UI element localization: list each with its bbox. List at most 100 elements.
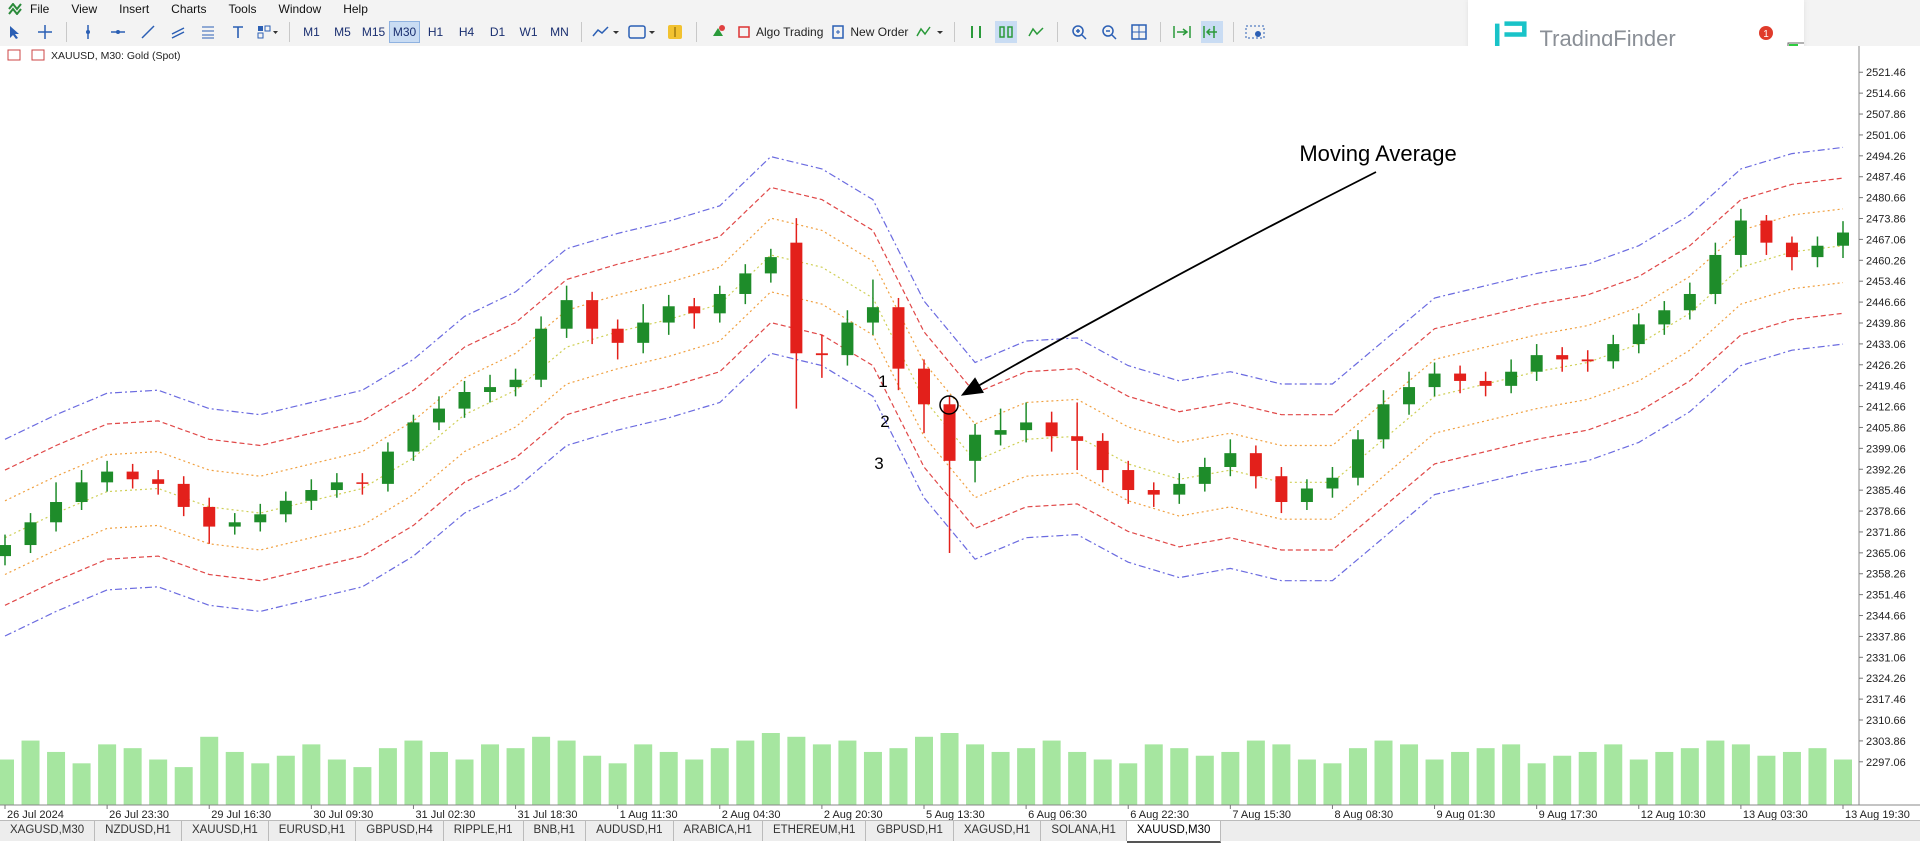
candles-view[interactable] <box>995 21 1018 43</box>
candle-body <box>484 387 497 393</box>
symbol-label: XAUUSD, M30: Gold (Spot) <box>51 50 181 62</box>
volume-bar <box>302 744 321 805</box>
chart-tab[interactable]: ARABICA,H1 <box>674 821 763 841</box>
cursor-tool[interactable] <box>4 21 26 43</box>
bars-view[interactable] <box>965 21 987 43</box>
chart-tab[interactable]: ETHEREUM,H1 <box>763 821 867 841</box>
candle-body <box>50 502 63 523</box>
trendline-tool[interactable] <box>137 21 159 43</box>
chart-type[interactable] <box>592 21 620 43</box>
fibo-tool[interactable] <box>197 21 219 43</box>
app-icon <box>8 3 22 15</box>
candle-body <box>24 522 37 546</box>
candle-body <box>1275 476 1288 503</box>
indicators[interactable] <box>916 21 944 43</box>
candle-body <box>688 306 701 314</box>
candle-body <box>586 300 599 329</box>
chart-tab[interactable]: NZDUSD,H1 <box>95 821 182 841</box>
timeframe-button[interactable]: M5 <box>334 25 351 39</box>
volume-bar <box>225 751 244 805</box>
chart-tab[interactable]: RIPPLE,H1 <box>444 821 524 841</box>
timeframe-button[interactable]: D1 <box>489 25 506 39</box>
timeframe-button[interactable]: M1 <box>303 25 320 39</box>
candle-body <box>101 471 114 483</box>
timeframe-button[interactable]: H1 <box>427 25 444 39</box>
y-tick-label: 2439.86 <box>1866 318 1906 330</box>
volume-bar <box>0 759 14 805</box>
volume-bar <box>1808 748 1827 805</box>
autoscroll[interactable] <box>1171 21 1193 43</box>
chart-tab[interactable]: XAUUSD,H1 <box>182 821 269 841</box>
volume-bar <box>251 763 270 805</box>
text-tool[interactable] <box>227 21 249 43</box>
volume-bar <box>404 740 423 805</box>
chart-icon <box>31 49 45 61</box>
volume-bar <box>915 736 933 805</box>
candle-body <box>356 482 369 484</box>
volume-bar <box>72 763 91 805</box>
menu-item[interactable]: Window <box>278 2 322 16</box>
hline-tool[interactable] <box>107 21 129 43</box>
candle-body <box>764 257 777 274</box>
line-view[interactable] <box>1025 21 1047 43</box>
y-tick-label: 2405.86 <box>1866 422 1906 434</box>
chart-tab[interactable]: GBPUSD,H1 <box>866 821 954 841</box>
chart-tab[interactable]: XAGUSD,M30 <box>0 821 96 841</box>
shapes-tool[interactable] <box>257 21 279 43</box>
vline-tool[interactable] <box>77 21 99 43</box>
volume-bar <box>149 759 168 805</box>
chart-tab[interactable]: EURUSD,H1 <box>269 821 357 841</box>
zoom-out[interactable] <box>1098 21 1120 43</box>
algo-icon[interactable] <box>707 21 729 43</box>
crosshair-tool[interactable] <box>34 21 56 43</box>
zoom-in[interactable] <box>1068 21 1090 43</box>
tile-windows[interactable] <box>1128 21 1150 43</box>
menu-item[interactable]: Charts <box>171 2 207 16</box>
menu-item[interactable]: Insert <box>119 2 150 16</box>
menu-item[interactable]: File <box>30 2 50 16</box>
channel-tool[interactable] <box>167 21 189 43</box>
market[interactable] <box>664 21 686 43</box>
candle-body <box>1020 422 1033 431</box>
candle-body <box>1351 439 1364 478</box>
volume-bar <box>863 751 882 805</box>
x-tick-label: 2 Aug 20:30 <box>824 809 883 820</box>
algo-trading-label: Algo Trading <box>756 25 824 39</box>
timeframe-button[interactable]: MN <box>550 25 569 39</box>
chart-shift[interactable] <box>1201 21 1224 43</box>
x-tick-label: 26 Jul 2024 <box>7 809 64 820</box>
algo-trading[interactable]: Algo Trading <box>737 21 823 43</box>
y-tick-label: 2365.06 <box>1866 548 1906 560</box>
chart-tab[interactable]: SOLANA,H1 <box>1041 821 1127 841</box>
y-tick-label: 2303.86 <box>1866 736 1906 748</box>
y-tick-label: 2514.66 <box>1866 88 1906 100</box>
timeframe-button[interactable]: W1 <box>519 25 538 39</box>
chart-tab[interactable]: BNB,H1 <box>524 821 587 841</box>
candle-body <box>177 483 190 507</box>
x-tick-label: 12 Aug 10:30 <box>1641 809 1706 820</box>
x-tick-label: 5 Aug 13:30 <box>926 809 985 820</box>
candle-body <box>943 404 956 461</box>
candle-body <box>203 506 216 527</box>
timeframe-button[interactable]: H4 <box>458 25 475 39</box>
screenshot[interactable] <box>1244 21 1266 43</box>
timeframe-button[interactable]: M30 <box>389 21 420 43</box>
menu-item[interactable]: Help <box>343 2 368 16</box>
candle-body <box>1300 488 1313 503</box>
candle-body <box>305 490 318 501</box>
chart-tab[interactable]: XAGUSD,H1 <box>954 821 1042 841</box>
volume-bar <box>1706 740 1725 805</box>
chart-tab[interactable]: AUDUSD,H1 <box>586 821 674 841</box>
volume-bar <box>659 751 678 805</box>
timeframe-button[interactable]: M15 <box>361 25 386 39</box>
x-tick-label: 13 Aug 03:30 <box>1743 809 1808 820</box>
candle-body <box>1198 466 1211 484</box>
volume-bar <box>1297 759 1316 805</box>
menu-item[interactable]: Tools <box>228 2 257 16</box>
band-label: 2 <box>880 412 889 431</box>
separator <box>581 22 582 42</box>
chart-tab[interactable]: GBPUSD,H4 <box>356 821 444 841</box>
new-order[interactable]: New Order <box>831 21 908 43</box>
templates[interactable] <box>628 21 656 43</box>
menu-item[interactable]: View <box>71 2 98 16</box>
